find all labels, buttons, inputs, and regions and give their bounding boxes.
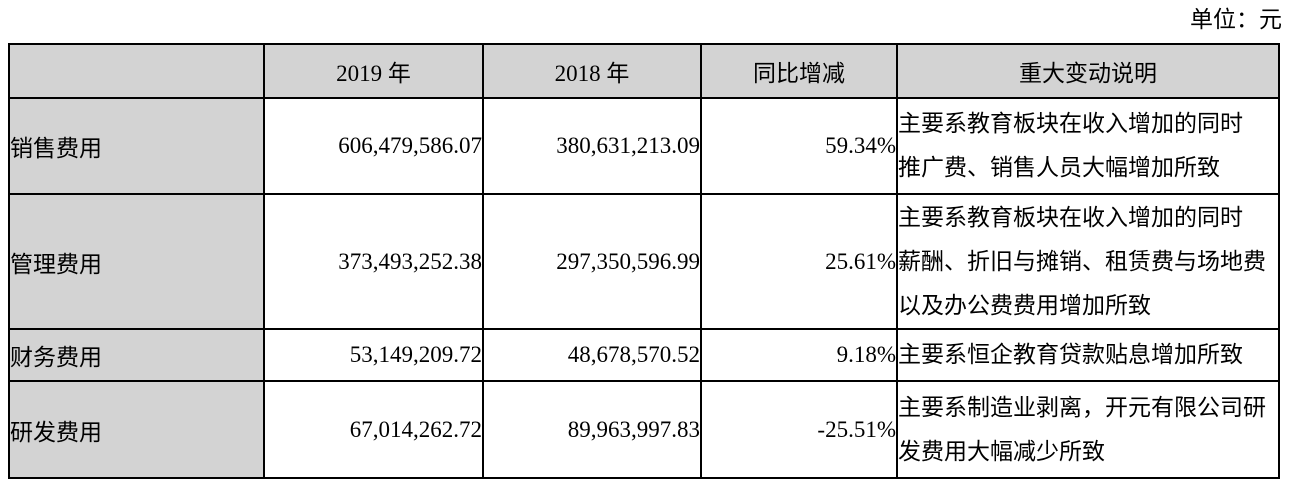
row-label-cell: 研发费用 bbox=[8, 380, 265, 479]
table-row-selling-expenses: 销售费用 606,479,586.07 380,631,213.09 59.34… bbox=[8, 97, 1280, 195]
yoy-cell: 9.18% bbox=[700, 328, 898, 382]
row-label-cell: 财务费用 bbox=[8, 328, 265, 382]
remark-cell: 主要系恒企教育贷款贴息增加所致 bbox=[896, 328, 1280, 382]
col-header-remark: 重大变动说明 bbox=[896, 43, 1280, 99]
value-2019-cell: 67,014,262.72 bbox=[263, 380, 484, 479]
yoy-cell: -25.51% bbox=[700, 380, 898, 479]
value-2018-cell: 297,350,596.99 bbox=[482, 193, 702, 330]
col-header-item bbox=[8, 43, 265, 99]
col-header-yoy: 同比增减 bbox=[700, 43, 898, 99]
remark-cell: 主要系制造业剥离，开元有限公司研 发费用大幅减少所致 bbox=[896, 380, 1280, 479]
col-header-2019: 2019 年 bbox=[263, 43, 484, 99]
yoy-cell: 59.34% bbox=[700, 97, 898, 195]
table-row-finance-expenses: 财务费用 53,149,209.72 48,678,570.52 9.18% 主… bbox=[8, 328, 1280, 382]
expenses-table: 2019 年 2018 年 同比增减 重大变动说明 销售费用 606,479,5… bbox=[8, 43, 1280, 479]
row-label-cell: 管理费用 bbox=[8, 193, 265, 330]
remark-cell: 主要系教育板块在收入增加的同时 推广费、销售人员大幅增加所致 bbox=[896, 97, 1280, 195]
value-2018-cell: 48,678,570.52 bbox=[482, 328, 702, 382]
yoy-cell: 25.61% bbox=[700, 193, 898, 330]
table-row-rd-expenses: 研发费用 67,014,262.72 89,963,997.83 -25.51%… bbox=[8, 380, 1280, 479]
value-2019-cell: 53,149,209.72 bbox=[263, 328, 484, 382]
col-header-2018: 2018 年 bbox=[482, 43, 702, 99]
value-2018-cell: 89,963,997.83 bbox=[482, 380, 702, 479]
header-row: 2019 年 2018 年 同比增减 重大变动说明 bbox=[8, 43, 1280, 99]
value-2019-cell: 606,479,586.07 bbox=[263, 97, 484, 195]
value-2018-cell: 380,631,213.09 bbox=[482, 97, 702, 195]
row-label-cell: 销售费用 bbox=[8, 97, 265, 195]
unit-label: 单位：元 bbox=[1190, 7, 1282, 32]
remark-cell: 主要系教育板块在收入增加的同时 薪酬、折旧与摊销、租赁费与场地费 以及办公费费用… bbox=[896, 193, 1280, 330]
value-2019-cell: 373,493,252.38 bbox=[263, 193, 484, 330]
table-row-admin-expenses: 管理费用 373,493,252.38 297,350,596.99 25.61… bbox=[8, 193, 1280, 330]
